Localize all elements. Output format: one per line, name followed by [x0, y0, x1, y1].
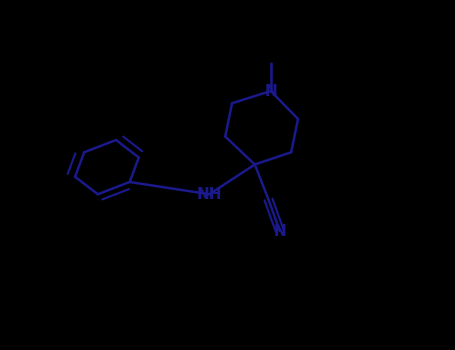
- Text: N: N: [264, 84, 277, 98]
- Text: N: N: [273, 224, 286, 238]
- Text: NH: NH: [197, 187, 222, 202]
